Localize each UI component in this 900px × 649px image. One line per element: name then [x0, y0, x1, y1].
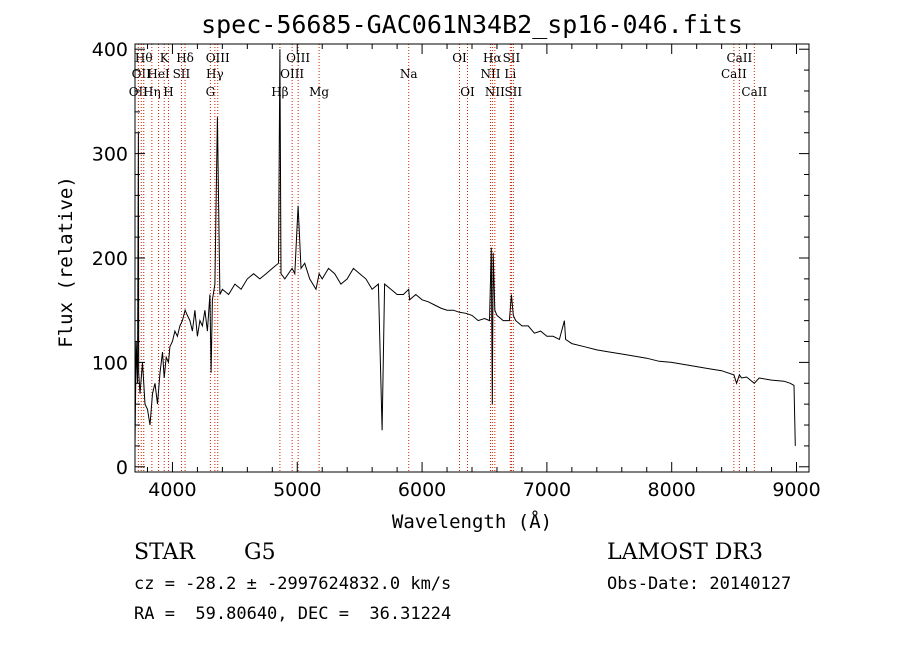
- x-axis-ticks: 4000 5000 6000 7000 8000 9000: [146, 44, 821, 501]
- spectral-line-label: SII: [503, 51, 521, 65]
- spectral-line-label: NII: [480, 67, 500, 81]
- spectral-line-label: NII: [485, 85, 505, 99]
- spectral-line-label: SII: [173, 67, 191, 81]
- spectral-line-label: G: [206, 85, 216, 99]
- spectral-line-label: Hδ: [176, 51, 194, 65]
- y-tick-label: 200: [92, 248, 128, 270]
- chart-title: spec-56685-GAC061N34B2_sp16-046.fits: [201, 10, 743, 39]
- spectral-line-label: OIII: [286, 51, 310, 65]
- y-tick-label: 400: [92, 39, 128, 61]
- y-tick-label: 0: [116, 457, 128, 479]
- spectral-line-label: CaII: [726, 51, 752, 65]
- object-subclass: G5: [244, 540, 276, 565]
- spectral-line-label: CaII: [721, 67, 747, 81]
- observation-date: Obs-Date: 20140127: [607, 574, 792, 594]
- spectral-line-label: HeI: [147, 67, 170, 81]
- x-tick-label: 5000: [273, 479, 321, 501]
- spectral-line-label: Li: [504, 67, 516, 81]
- spectral-line-label: Hη: [143, 85, 161, 99]
- spectral-line-markers: OIIOIIHθHηHeIKHSIIHδGHγOIIIHβOIIIOIIIMgN…: [129, 44, 767, 472]
- coordinates: RA = 59.80640, DEC = 36.31224: [134, 604, 452, 624]
- x-tick-label: 4000: [148, 479, 196, 501]
- y-axis-label: Flux (relative): [55, 176, 77, 348]
- spectral-line-label: OIII: [206, 51, 230, 65]
- spectral-line-label: Mg: [309, 85, 329, 99]
- spectral-line-label: K: [160, 51, 170, 65]
- spectral-line-label: SII: [504, 85, 522, 99]
- spectral-line-label: Hθ: [135, 51, 153, 65]
- spectral-line-label: H: [163, 85, 173, 99]
- redshift-info: cz = -28.2 ± -2997624832.0 km/s: [134, 574, 452, 594]
- spectral-line-label: OIII: [280, 67, 304, 81]
- spectrum-trace: [134, 49, 796, 446]
- x-axis-label: Wavelength (Å): [392, 510, 552, 533]
- y-axis-ticks: 0 100 200 300 400: [92, 39, 809, 479]
- object-class: STAR: [134, 540, 195, 565]
- x-tick-label: 7000: [523, 479, 571, 501]
- spectral-line-label: OI: [452, 51, 467, 65]
- y-tick-label: 300: [92, 144, 128, 166]
- spectral-line-label: Hα: [483, 51, 502, 65]
- spectral-line-label: CaII: [741, 85, 767, 99]
- x-tick-label: 6000: [398, 479, 446, 501]
- x-tick-label: 8000: [648, 479, 696, 501]
- spectral-line-label: Na: [400, 67, 418, 81]
- spectral-line-label: OI: [460, 85, 475, 99]
- spectral-line-label: Hγ: [206, 67, 224, 81]
- x-tick-label: 9000: [772, 479, 820, 501]
- y-tick-label: 100: [92, 352, 128, 374]
- plot-frame: [134, 43, 810, 473]
- survey-name: LAMOST DR3: [607, 540, 763, 565]
